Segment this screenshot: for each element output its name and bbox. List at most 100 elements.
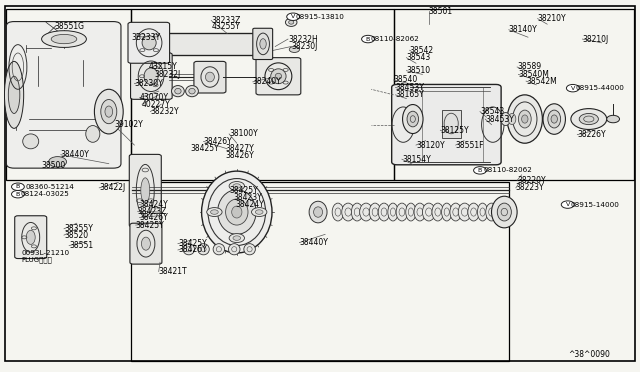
Ellipse shape (486, 203, 497, 221)
FancyBboxPatch shape (129, 154, 161, 227)
FancyBboxPatch shape (256, 58, 301, 95)
Text: 38543: 38543 (480, 107, 504, 116)
Text: 08110-82062: 08110-82062 (483, 167, 532, 173)
Bar (131, 9, 394, 180)
Text: 38425Y: 38425Y (136, 221, 164, 230)
Ellipse shape (226, 199, 248, 225)
Text: 38423Y: 38423Y (234, 193, 262, 202)
Ellipse shape (271, 69, 286, 84)
Text: 39102Y: 39102Y (114, 121, 143, 129)
Ellipse shape (144, 68, 158, 84)
Text: 38233Z: 38233Z (211, 16, 241, 25)
Circle shape (12, 190, 24, 198)
Text: 38540M: 38540M (518, 70, 549, 79)
Text: V: V (571, 86, 575, 91)
Text: 38453Y: 38453Y (396, 83, 424, 92)
Ellipse shape (407, 111, 419, 127)
Text: 38551: 38551 (69, 241, 93, 250)
Ellipse shape (95, 89, 124, 134)
Text: 38210Y: 38210Y (538, 14, 566, 23)
FancyBboxPatch shape (159, 33, 258, 55)
Circle shape (229, 234, 244, 243)
Circle shape (207, 208, 222, 217)
Ellipse shape (183, 244, 195, 255)
FancyBboxPatch shape (253, 28, 273, 60)
Ellipse shape (507, 95, 543, 143)
Circle shape (566, 84, 579, 92)
Text: 38551F: 38551F (456, 141, 484, 150)
Ellipse shape (101, 100, 117, 124)
Text: 38223Y: 38223Y (516, 183, 545, 192)
Circle shape (252, 208, 267, 217)
Circle shape (12, 183, 24, 190)
Text: 38426Y: 38426Y (204, 137, 232, 146)
Text: 38210J: 38210J (582, 35, 609, 44)
Text: 38240Y: 38240Y (253, 77, 282, 86)
Ellipse shape (414, 203, 426, 221)
Text: 38226Y: 38226Y (577, 130, 606, 139)
Ellipse shape (175, 88, 181, 94)
Text: 38540: 38540 (394, 76, 418, 84)
Text: 38165Y: 38165Y (396, 90, 424, 99)
Text: 38154Y: 38154Y (402, 155, 431, 164)
Ellipse shape (141, 237, 150, 250)
Text: 43255Y: 43255Y (211, 22, 240, 31)
Text: 38423Z: 38423Z (138, 207, 167, 216)
Circle shape (571, 109, 607, 129)
Ellipse shape (23, 134, 38, 149)
Ellipse shape (406, 203, 416, 221)
Text: V: V (566, 202, 570, 207)
Ellipse shape (213, 244, 225, 255)
Text: B: B (16, 192, 20, 197)
Ellipse shape (244, 244, 255, 255)
Ellipse shape (551, 115, 557, 123)
Ellipse shape (422, 203, 435, 221)
Text: 08915-44000: 08915-44000 (576, 85, 625, 91)
Ellipse shape (202, 171, 272, 253)
Ellipse shape (275, 73, 282, 79)
Text: 38425Y: 38425Y (191, 144, 220, 153)
Text: 38230J: 38230J (291, 42, 317, 51)
Circle shape (233, 236, 241, 240)
Text: 38230Y: 38230Y (134, 79, 163, 88)
Ellipse shape (314, 207, 323, 217)
Ellipse shape (518, 110, 531, 128)
Text: 38426Y: 38426Y (225, 151, 254, 160)
Text: 38232Y: 38232Y (150, 107, 179, 116)
Ellipse shape (548, 110, 561, 128)
Ellipse shape (500, 112, 511, 125)
Ellipse shape (360, 203, 372, 221)
Bar (442, 110, 461, 138)
Text: 38543: 38543 (406, 53, 431, 62)
Ellipse shape (388, 203, 398, 221)
Text: 3B233Y: 3B233Y (132, 33, 161, 42)
Ellipse shape (228, 244, 240, 255)
Text: 38422J: 38422J (99, 183, 125, 192)
Text: B: B (16, 184, 20, 189)
Ellipse shape (141, 178, 150, 203)
Circle shape (233, 184, 241, 188)
Ellipse shape (8, 76, 20, 113)
Ellipse shape (477, 203, 488, 221)
Text: 38140Y: 38140Y (509, 25, 538, 34)
Ellipse shape (105, 106, 113, 117)
Text: 38510: 38510 (406, 66, 431, 75)
Circle shape (255, 210, 263, 214)
Bar (394, 9, 634, 180)
Circle shape (229, 182, 244, 190)
Text: ^38^0090: ^38^0090 (568, 350, 610, 359)
Circle shape (607, 115, 620, 123)
Circle shape (579, 113, 598, 125)
Text: 38232J: 38232J (155, 70, 181, 79)
Text: 38501: 38501 (429, 7, 453, 16)
FancyBboxPatch shape (15, 216, 47, 259)
Text: 38125Y: 38125Y (440, 126, 469, 135)
Text: 08915-13810: 08915-13810 (296, 14, 344, 20)
Ellipse shape (332, 203, 344, 221)
Text: PLUGプラグ: PLUGプラグ (21, 256, 52, 263)
Circle shape (287, 13, 300, 20)
Text: 40227Y: 40227Y (142, 100, 171, 109)
FancyBboxPatch shape (6, 22, 121, 168)
Ellipse shape (458, 203, 471, 221)
Text: 38589: 38589 (517, 62, 541, 71)
